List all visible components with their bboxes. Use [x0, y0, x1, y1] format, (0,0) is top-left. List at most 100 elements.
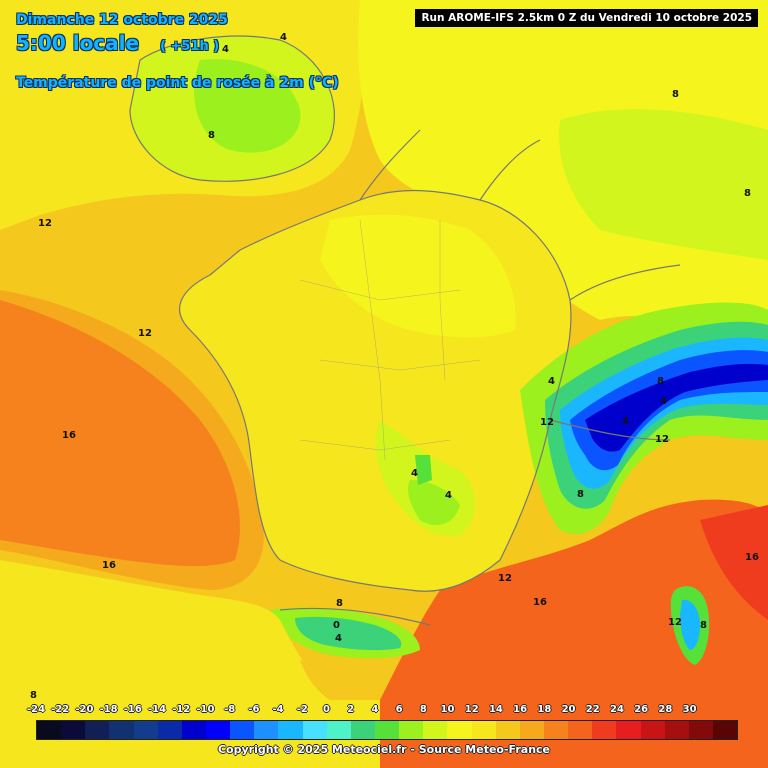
legend-tick-label: -8: [224, 704, 236, 715]
legend-tick-label: 18: [537, 704, 552, 715]
legend-tick-labels: -24 -22 -20 -18 -16 -14 -12 -10 -8 -6 -4 -2 0 2 4 6 8 10 1…: [0, 704, 768, 718]
legend-swatch: [205, 721, 231, 739]
contour-labels: 4 4 8 8 12 12 12 4 16 16 8 8 4 4 0 4 8 4…: [30, 32, 759, 701]
legend-swatch: [495, 721, 520, 739]
ligurian-zone: [700, 505, 768, 620]
legend-swatch: [712, 721, 738, 739]
legend-swatch: [85, 721, 110, 739]
forecast-time: 5:00 locale: [16, 31, 140, 55]
legend-tick-label: 22: [585, 704, 600, 715]
contour-label: 8: [744, 188, 751, 199]
pyrenees-inner: [295, 616, 402, 651]
legend-tick-label: -16: [123, 704, 142, 715]
contour-label: 12: [138, 328, 152, 339]
legend-tick-label: -20: [75, 704, 94, 715]
contour-label: 12: [668, 617, 682, 628]
mediterranean-zone: [380, 499, 768, 768]
legend-tick-label: 14: [488, 704, 503, 715]
contour-label: 4: [222, 44, 229, 55]
legend-tick-label: 2: [347, 704, 355, 715]
legend-tick-label: 12: [464, 704, 479, 715]
copyright-text: Copyright © 2025 Meteociel.fr - Source M…: [217, 743, 551, 756]
legend-tick-label: 16: [513, 704, 528, 715]
run-info-badge: Run AROME-IFS 2.5km 0 Z du Vendredi 10 o…: [415, 9, 758, 27]
legend-swatch: [133, 721, 158, 739]
contour-label: 4: [548, 376, 555, 387]
legend-swatch: [664, 721, 689, 739]
legend-tick-label: 20: [561, 704, 576, 715]
legend-swatch: [61, 721, 86, 739]
contour-label: 4: [411, 468, 418, 479]
region-borders: [299, 219, 481, 461]
massif-central-peak: [415, 455, 432, 485]
contour-label: 12: [655, 434, 669, 445]
legend-swatch: [278, 721, 303, 739]
contour-label: 0: [333, 620, 340, 631]
spain-north: [0, 560, 380, 768]
legend-tick-label: -4: [272, 704, 284, 715]
contour-label: 4: [335, 633, 342, 644]
legend-tick-label: -24: [26, 704, 46, 715]
contour-label: 8: [577, 489, 584, 500]
legend-tick-label: -10: [196, 704, 215, 715]
legend-swatch: [326, 721, 351, 739]
atlantic-zone-16: [0, 300, 240, 567]
legend-swatch: [616, 721, 641, 739]
legend-tick-label: 6: [395, 704, 403, 715]
corsica-mountains: [680, 599, 700, 650]
legend-tick-label: 10: [440, 704, 455, 715]
legend-swatch: [109, 721, 134, 739]
contour-label: 4: [622, 416, 629, 427]
paris-basin: [320, 214, 516, 338]
legend-tick-label: -6: [248, 704, 260, 715]
legend-swatch: [230, 721, 255, 739]
legend-tick-label: -18: [99, 704, 118, 715]
legend-swatch: [447, 721, 472, 739]
contour-label: 4: [280, 32, 287, 43]
legend-tick-label: -12: [172, 704, 191, 715]
contour-label: 4: [445, 490, 452, 501]
legend-swatch: [640, 721, 665, 739]
country-borders: [129, 35, 681, 626]
legend-swatch: [374, 721, 400, 739]
color-legend-bar: [36, 720, 738, 740]
legend-tick-label: -22: [51, 704, 70, 715]
contour-label: 8: [672, 89, 679, 100]
contour-label: 12: [38, 218, 52, 229]
legend-swatch: [471, 721, 496, 739]
legend-tick-label: -14: [147, 704, 167, 715]
forecast-date: Dimanche 12 octobre 2025: [16, 12, 228, 28]
legend-swatch: [543, 721, 569, 739]
legend-tick-label: 0: [322, 704, 330, 715]
massif-central-core: [408, 480, 460, 525]
legend-swatch: [688, 721, 713, 739]
contour-label: 12: [540, 417, 554, 428]
legend-tick-label: 28: [658, 704, 673, 715]
parameter-title: Température de point de rosée à 2m (°C): [16, 75, 339, 91]
contour-label: 8: [700, 620, 707, 631]
legend-tick-label: -2: [296, 704, 308, 715]
legend-swatch: [399, 721, 424, 739]
legend-swatch: [157, 721, 182, 739]
alps-deepblue: [585, 363, 768, 452]
forecast-offset: ( +51h ): [160, 39, 220, 54]
spain-ebro: [300, 660, 380, 700]
contour-label: 16: [745, 552, 759, 563]
contour-label: 16: [533, 597, 547, 608]
legend-tick-label: 30: [682, 704, 697, 715]
legend-swatch: [423, 721, 448, 739]
legend-swatch: [302, 721, 327, 739]
legend-swatch: [519, 721, 544, 739]
uk-green: [194, 59, 301, 153]
contour-label: 4: [660, 396, 667, 407]
legend-swatch: [181, 721, 206, 739]
contour-label: 16: [102, 560, 116, 571]
contour-label: 16: [62, 430, 76, 441]
legend-tick-label: 8: [419, 704, 427, 715]
germany-east: [559, 109, 768, 260]
legend-swatch: [37, 721, 62, 739]
legend-tick-label: 26: [634, 704, 649, 715]
legend-tick-label: 4: [371, 704, 379, 715]
